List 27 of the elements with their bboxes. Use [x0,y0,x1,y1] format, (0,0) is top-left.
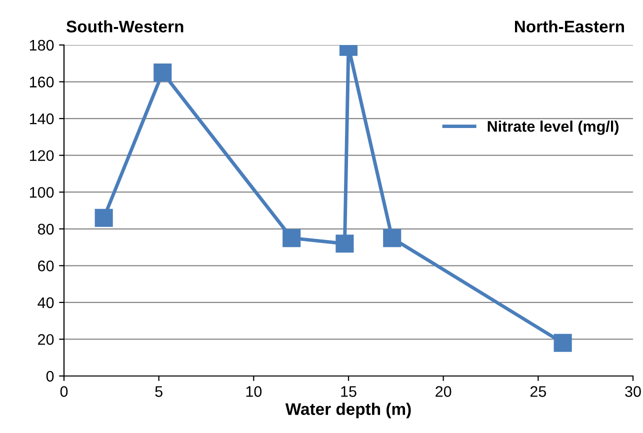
point [154,64,172,82]
x-tick-label: 15 [341,386,356,397]
y-tick-label: 160 [30,76,54,88]
y-tick-label: 0 [46,370,54,382]
y-tick-label: 80 [38,224,54,235]
y-tick-label: 180 [30,40,54,51]
point [554,334,572,352]
x-axis-title: Water depth (m) [285,402,411,418]
point [282,229,301,248]
y-tick-label: 140 [30,113,54,124]
point [336,234,354,253]
x-tick-label: 30 [625,386,641,397]
point [94,208,113,227]
text: North-Eastern [514,20,624,32]
y-tick-label: 100 [30,186,54,198]
y-tick-label: 120 [30,150,54,162]
point [383,229,402,248]
x-tick-label: 25 [530,386,546,397]
x-tick-label: 0 [60,386,68,397]
x-tick-label: 20 [436,386,452,397]
x-tick-label: 5 [155,386,162,397]
legend-label: Nitrate level (mg/l) [488,120,618,135]
text: South-Western [66,20,184,32]
y-tick-label: 40 [38,297,54,308]
x-tick-label: 10 [246,386,262,397]
y-tick-label: 60 [38,260,54,272]
y-tick-label: 20 [38,334,54,345]
